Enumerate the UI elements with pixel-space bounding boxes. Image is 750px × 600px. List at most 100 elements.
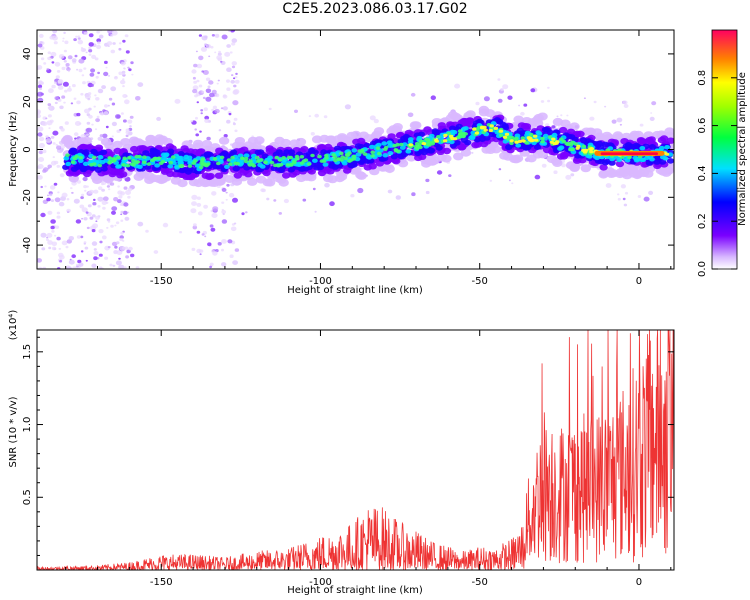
spectrogram-noise-speck — [209, 92, 215, 98]
spectrogram-noise-speck — [37, 114, 41, 119]
spectrogram-ridge-blob — [200, 157, 206, 161]
spectrogram-noise-speck — [102, 133, 108, 139]
spectrogram-noise-speck — [106, 41, 113, 46]
spectrogram-noise-speck — [52, 30, 58, 34]
spectrogram-noise-speck — [59, 259, 63, 263]
spectrogram-noise-speck — [81, 207, 88, 213]
spectrogram-ridge-blob — [90, 149, 98, 155]
spectrogram-noise-speck — [53, 41, 58, 45]
spectrogram-noise-speck — [54, 197, 61, 203]
spectrogram-noise-speck — [221, 187, 227, 192]
spectrogram-noise-speck — [235, 72, 238, 75]
spectrogram-ridge-blob — [478, 105, 490, 114]
spectrogram-ridge-blob — [204, 163, 209, 168]
spectrogram-noise-speck — [201, 233, 205, 236]
spectrogram-noise-speck — [65, 63, 70, 67]
spectrogram-noise-speck — [41, 121, 48, 126]
spectrogram-ridge-blob — [429, 156, 440, 165]
spectrogram-noise-speck — [190, 208, 197, 214]
spectrogram-y-tick-label: 0 — [22, 146, 33, 152]
spectrogram-noise-speck — [220, 60, 223, 63]
spectrogram-noise-speck — [226, 183, 230, 187]
spectrogram-noise-speck — [214, 93, 220, 98]
spectrogram-ridge-blob — [379, 156, 387, 162]
spectrogram-noise-speck — [637, 195, 642, 198]
spectrogram-ridge-blob — [570, 147, 576, 152]
spectrogram-noise-speck — [56, 145, 62, 150]
spectrogram-ridge-blob — [333, 145, 342, 152]
spectrogram-ridge-blob — [310, 153, 315, 158]
spectrogram-noise-speck — [195, 116, 198, 120]
spectrogram-noise-speck — [211, 108, 215, 112]
spectrogram-noise-speck — [92, 223, 99, 229]
spectrogram-ridge-blob — [65, 161, 72, 167]
spectrogram-noise-speck — [76, 68, 79, 71]
spectrogram-peak-blob — [552, 142, 557, 146]
colorbar-label: Normalized spectral amplitude — [737, 72, 748, 226]
spectrogram-ridge-blob — [167, 148, 175, 155]
spectrogram-noise-speck — [123, 202, 129, 207]
spectrogram-noise-speck — [129, 115, 134, 119]
spectrogram-ridge-blob — [606, 142, 615, 148]
spectrogram-ridge-blob — [224, 164, 230, 169]
spectrogram-noise-speck — [59, 144, 66, 149]
spectrogram-ridge-blob — [274, 155, 280, 160]
spectrogram-noise-speck — [38, 157, 45, 162]
spectrogram-noise-speck — [75, 219, 82, 224]
spectrogram-noise-speck — [48, 246, 52, 250]
spectrogram-noise-speck — [191, 201, 197, 207]
spectrogram-ridge-blob — [501, 125, 510, 131]
spectrogram-noise-speck — [50, 51, 57, 57]
spectrogram-noise-speck — [86, 226, 90, 230]
spectrogram-noise-speck — [198, 34, 202, 37]
spectrogram-noise-speck — [107, 104, 110, 107]
spectrogram-ridge-blob — [559, 137, 564, 141]
spectrogram-ridge-blob — [579, 137, 588, 143]
spectrogram-ridge-blob — [214, 172, 224, 179]
spectrogram-noise-speck — [520, 111, 525, 116]
spectrogram-noise-speck — [407, 112, 414, 118]
spectrogram-noise-speck — [47, 210, 53, 215]
spectrogram-noise-speck — [231, 38, 238, 43]
spectrogram-noise-speck — [63, 49, 67, 53]
spectrogram-ridge-blob — [317, 161, 325, 168]
spectrogram-ridge-blob — [179, 164, 185, 168]
spectrogram-ridge-blob — [355, 171, 366, 180]
spectrogram-noise-speck — [196, 202, 202, 207]
spectrogram-noise-speck — [86, 133, 90, 136]
spectrogram-noise-speck — [540, 100, 545, 103]
spectrogram-ridge-blob — [359, 150, 365, 154]
spectrogram-ridge-blob — [580, 164, 591, 173]
spectrogram-noise-speck — [66, 67, 71, 71]
spectrogram-noise-speck — [217, 79, 220, 82]
spectrogram-noise-speck — [604, 105, 607, 108]
snr-y-tick-label: 1.0 — [22, 417, 33, 433]
spectrogram-ridge-blob — [536, 131, 543, 136]
spectrogram-y-tick-label: -40 — [22, 237, 33, 253]
spectrogram-ridge-blob — [373, 127, 385, 136]
spectrogram-noise-speck — [112, 42, 116, 45]
spectrogram-ridge-blob — [369, 144, 375, 150]
spectrogram-ridge-blob — [164, 166, 173, 174]
spectrogram-noise-speck — [84, 189, 87, 192]
spectrogram-noise-speck — [72, 266, 77, 269]
spectrogram-ridge-blob — [108, 159, 113, 164]
spectrogram-ridge-blob — [453, 152, 464, 161]
spectrogram-noise-speck — [209, 265, 213, 269]
spectrogram-noise-speck — [93, 105, 96, 108]
spectrogram-peak-blob — [504, 132, 510, 136]
spectrogram-ridge-blob — [664, 145, 670, 150]
spectrogram-ridge-blob — [269, 160, 275, 165]
spectrogram-noise-speck — [234, 248, 240, 252]
spectrogram-ridge-blob — [351, 148, 358, 153]
spectrogram-noise-speck — [56, 236, 61, 241]
snr-y-axis-label: SNR (10 * v/v) — [8, 396, 19, 467]
spectrogram-noise-speck — [425, 190, 430, 195]
spectrogram-noise-speck — [225, 198, 228, 201]
spectrogram-noise-speck — [194, 128, 197, 131]
spectrogram-noise-speck — [107, 45, 110, 47]
spectrogram-y-tick-label: 20 — [22, 95, 33, 108]
spectrogram-noise-speck — [98, 253, 103, 257]
spectrogram-noise-speck — [266, 197, 270, 201]
spectrogram-noise-speck — [216, 55, 223, 61]
